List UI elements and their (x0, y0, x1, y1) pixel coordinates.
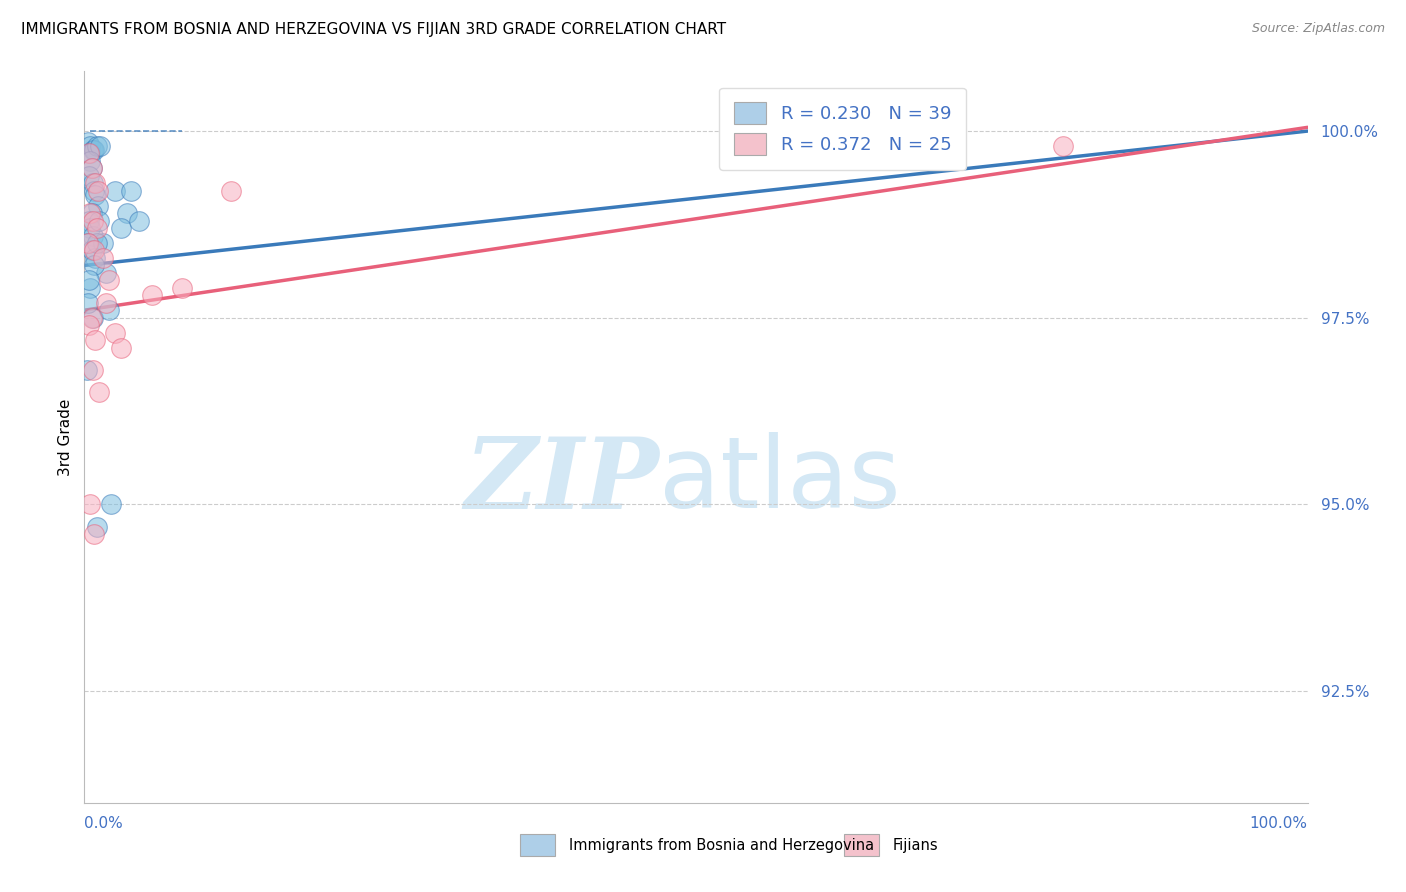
Point (77, 169, 100, 183)
Point (1052, 139, 1074, 153)
Point (76, 363, 98, 377)
Point (79, 146, 101, 161)
Point (84, 177, 107, 191)
Point (86, 519, 108, 533)
Point (84, 333, 107, 347)
Point (86, 235, 108, 250)
Point (89, 139, 111, 153)
Point (100, 497, 122, 511)
Text: 0.0%: 0.0% (84, 816, 124, 831)
Point (83, 184, 105, 198)
Point (120, 184, 142, 198)
Text: IMMIGRANTS FROM BOSNIA AND HERZEGOVINA VS FIJIAN 3RD GRADE CORRELATION CHART: IMMIGRANTS FROM BOSNIA AND HERZEGOVINA V… (21, 22, 727, 37)
Point (141, 288, 163, 302)
Point (104, 326, 127, 340)
Point (82, 363, 104, 377)
Y-axis label: 3rd Grade: 3rd Grade (58, 399, 73, 475)
Point (83, 527, 105, 541)
Point (77, 235, 100, 250)
Point (79, 497, 101, 511)
Legend: R = 0.230   N = 39, R = 0.372   N = 25: R = 0.230 N = 39, R = 0.372 N = 25 (720, 87, 966, 169)
Point (77, 146, 100, 161)
Point (172, 281, 194, 295)
Point (91, 251, 114, 265)
Point (86, 221, 108, 235)
Point (77, 213, 100, 227)
Point (84, 187, 107, 202)
Point (79, 206, 101, 220)
Point (82, 177, 104, 191)
Point (80, 244, 103, 258)
Point (91, 235, 114, 250)
Point (84, 251, 107, 265)
Point (80, 161, 103, 176)
Point (79, 281, 101, 295)
Point (87, 184, 110, 198)
Point (219, 184, 242, 198)
Text: ZIP: ZIP (464, 433, 659, 529)
Point (86, 139, 108, 153)
Point (77, 135, 100, 149)
Point (104, 184, 127, 198)
Text: Source: ZipAtlas.com: Source: ZipAtlas.com (1251, 22, 1385, 36)
Point (77, 235, 100, 250)
Point (79, 221, 101, 235)
Point (80, 206, 103, 220)
Point (80, 310, 103, 325)
Point (77, 273, 100, 287)
Point (77, 318, 100, 332)
Point (87, 199, 110, 213)
Point (96, 295, 118, 310)
Point (115, 206, 138, 220)
Point (83, 143, 105, 157)
Point (128, 213, 150, 227)
Point (79, 153, 101, 168)
Point (82, 310, 104, 325)
Point (110, 221, 132, 235)
Point (77, 295, 100, 310)
Point (110, 341, 132, 355)
Point (97, 273, 120, 287)
Point (83, 259, 105, 273)
Text: Immigrants from Bosnia and Herzegovina: Immigrants from Bosnia and Herzegovina (569, 838, 875, 853)
Text: atlas: atlas (659, 433, 901, 530)
Point (96, 266, 118, 280)
Point (97, 303, 120, 318)
Text: 100.0%: 100.0% (1250, 816, 1308, 831)
Point (79, 139, 101, 153)
Point (82, 228, 104, 243)
Point (83, 244, 105, 258)
Point (80, 161, 103, 176)
Point (87, 385, 110, 400)
Point (87, 213, 110, 227)
Text: Fijians: Fijians (893, 838, 938, 853)
Point (82, 213, 104, 227)
Point (82, 143, 104, 157)
